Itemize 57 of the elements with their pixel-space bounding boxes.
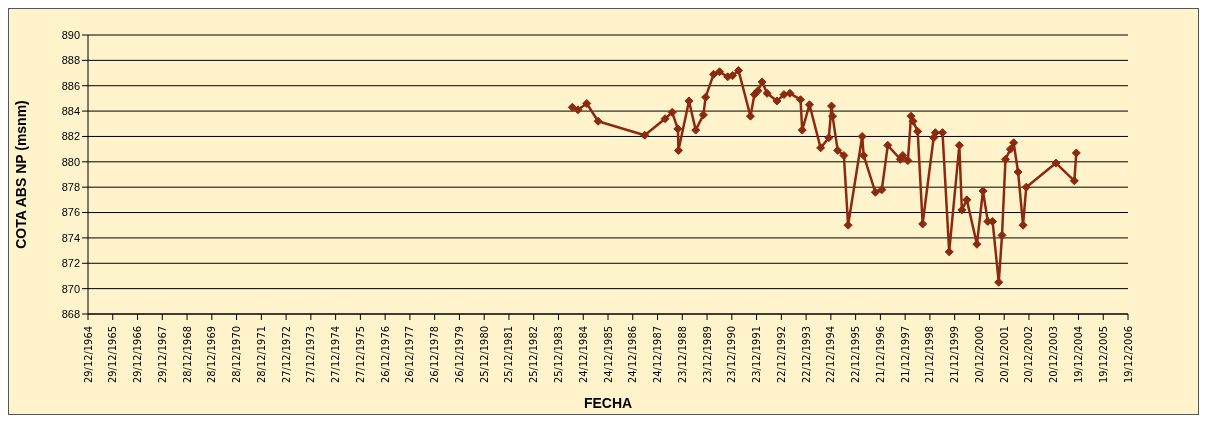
x-tick-label: 19/12/2004 xyxy=(1071,326,1085,384)
x-tick-label: 23/12/1989 xyxy=(700,326,714,384)
x-tick-label: 28/12/1970 xyxy=(230,326,244,384)
y-tick-label: 884 xyxy=(61,105,80,117)
y-tick-label: 890 xyxy=(61,28,80,41)
x-tick-label: 27/12/1974 xyxy=(329,326,343,384)
x-tick-label: 21/12/1998 xyxy=(923,326,937,384)
x-tick-label: 24/12/1985 xyxy=(601,326,615,384)
y-tick-label: 868 xyxy=(61,307,80,320)
y-tick-label: 880 xyxy=(61,155,80,168)
x-tick-label: 20/12/2000 xyxy=(972,326,986,384)
y-tick-label: 876 xyxy=(61,206,80,219)
x-tick-label: 25/12/1982 xyxy=(527,326,541,384)
x-tick-label: 25/12/1983 xyxy=(551,326,565,384)
y-tick-label: 888 xyxy=(61,54,80,67)
x-tick-label: 24/12/1984 xyxy=(576,326,590,384)
y-tick-label: 874 xyxy=(61,231,80,244)
y-tick-label: 886 xyxy=(61,79,80,92)
x-tick-label: 24/12/1987 xyxy=(651,326,665,384)
y-axis-title: COTA ABS NP (msnm) xyxy=(12,100,29,249)
x-tick-label: 26/12/1977 xyxy=(403,326,417,384)
x-tick-label: 21/12/1997 xyxy=(898,326,912,384)
y-tick-label: 870 xyxy=(61,282,80,295)
x-tick-label: 20/12/2003 xyxy=(1047,326,1061,384)
x-tick-label: 21/12/1999 xyxy=(948,326,962,384)
x-tick-label: 29/12/1967 xyxy=(155,326,169,384)
x-tick-label: 28/12/1971 xyxy=(254,326,268,384)
x-tick-label: 25/12/1980 xyxy=(477,326,491,384)
x-tick-label: 19/12/2005 xyxy=(1096,326,1110,384)
x-tick-label: 22/12/1992 xyxy=(774,326,788,384)
x-axis-title: FECHA xyxy=(583,395,633,411)
x-tick-label: 23/12/1988 xyxy=(675,326,689,384)
x-tick-label: 22/12/1994 xyxy=(824,326,838,384)
x-tick-label: 27/12/1975 xyxy=(353,326,367,384)
x-tick-label: 21/12/1996 xyxy=(873,326,887,384)
x-tick-label: 29/12/1964 xyxy=(81,326,95,384)
x-tick-label: 29/12/1966 xyxy=(131,326,145,384)
y-tick-label: 872 xyxy=(61,257,80,270)
x-tick-label: 23/12/1990 xyxy=(725,326,739,384)
x-tick-label: 26/12/1976 xyxy=(378,326,392,384)
x-tick-label: 28/12/1969 xyxy=(205,326,219,384)
x-tick-label: 20/12/2001 xyxy=(997,326,1011,384)
x-tick-label: 27/12/1972 xyxy=(279,326,293,384)
x-tick-label: 20/12/2002 xyxy=(1022,326,1036,384)
x-tick-label: 19/12/2006 xyxy=(1121,326,1135,384)
y-tick-label: 882 xyxy=(61,130,80,143)
x-tick-label: 22/12/1995 xyxy=(849,326,863,384)
x-tick-label: 28/12/1968 xyxy=(180,326,194,384)
x-tick-label: 26/12/1979 xyxy=(452,326,466,384)
x-tick-label: 23/12/1991 xyxy=(750,326,764,384)
x-tick-label: 25/12/1981 xyxy=(502,326,516,384)
y-tick-label: 878 xyxy=(61,181,80,194)
x-tick-label: 22/12/1993 xyxy=(799,326,813,384)
x-tick-label: 29/12/1965 xyxy=(106,326,120,384)
x-tick-label: 26/12/1978 xyxy=(428,326,442,384)
x-tick-label: 24/12/1986 xyxy=(626,326,640,384)
x-tick-label: 27/12/1973 xyxy=(304,326,318,384)
